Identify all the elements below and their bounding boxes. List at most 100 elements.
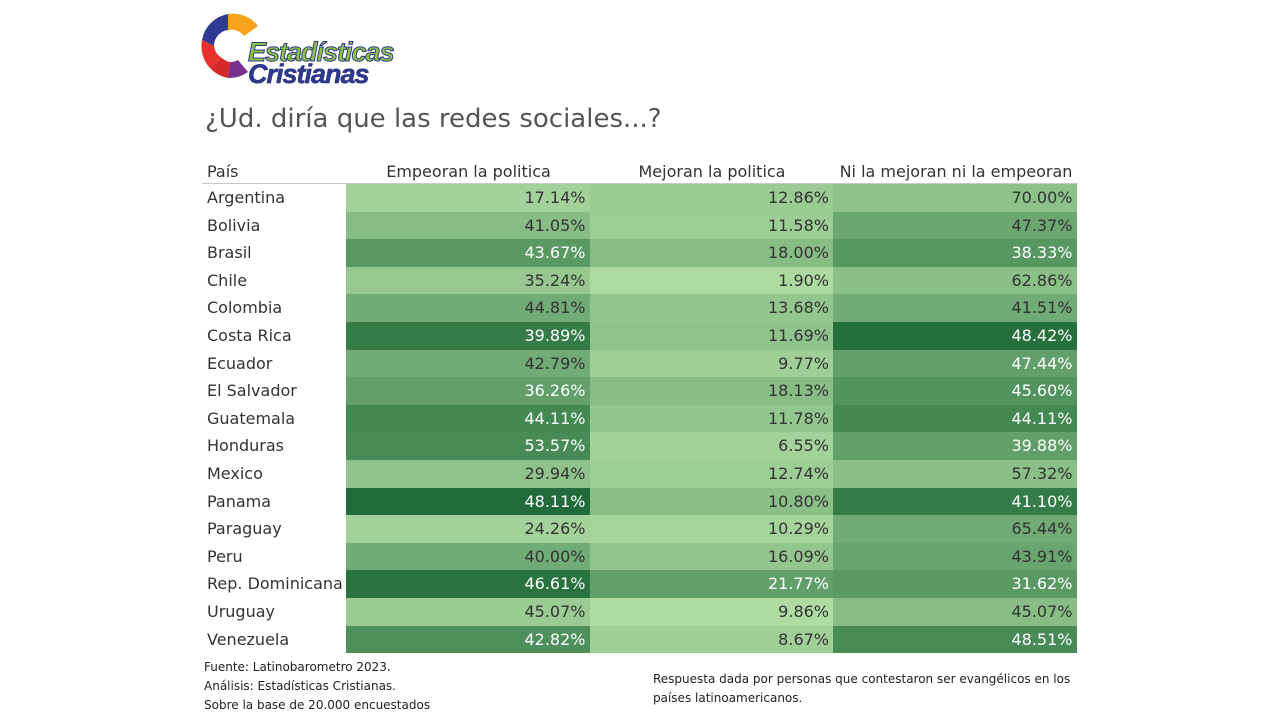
- value-cell: 44.11%: [833, 404, 1077, 433]
- heatmap-table: País Empeoran la politica Mejoran la pol…: [202, 158, 1078, 654]
- value-cell: 21.77%: [589, 570, 833, 598]
- value-cell: 45.60%: [833, 377, 1077, 405]
- footer-analysis: Análisis: Estadísticas Cristianas.: [204, 679, 396, 693]
- value-cell: 53.57%: [346, 432, 590, 460]
- value-cell: 9.77%: [589, 349, 833, 378]
- value-cell: 31.62%: [833, 570, 1077, 598]
- country-label: Colombia: [207, 298, 283, 318]
- table-row: Peru 40.00% 16.09% 43.91%: [202, 542, 1078, 571]
- table-row: Rep. Dominicana 46.61% 21.77% 31.62%: [202, 570, 1078, 598]
- value-cell: 13.68%: [589, 294, 833, 322]
- value-cell: 42.82%: [346, 625, 590, 654]
- value-cell: 11.78%: [589, 404, 833, 433]
- value-cell: 44.11%: [346, 404, 590, 433]
- table-row: Costa Rica 39.89% 11.69% 48.42%: [202, 321, 1078, 350]
- column-header-improve: Mejoran la politica: [638, 162, 786, 181]
- logo-ring-icon: [201, 13, 258, 79]
- value-cell: 18.00%: [589, 239, 833, 267]
- value-cell: 41.05%: [346, 211, 590, 240]
- chart-title: ¿Ud. diría que las redes sociales...?: [205, 104, 662, 134]
- table-row: El Salvador 36.26% 18.13% 45.60%: [202, 377, 1078, 405]
- country-label: Guatemala: [207, 408, 296, 428]
- value-cell: 57.32%: [833, 459, 1077, 488]
- value-cell: 62.86%: [833, 266, 1077, 295]
- value-cell: 47.37%: [833, 211, 1077, 240]
- table-row: Honduras 53.57% 6.55% 39.88%: [202, 432, 1078, 460]
- value-cell: 11.58%: [589, 211, 833, 240]
- country-label: Brasil: [207, 243, 252, 263]
- country-label: Ecuador: [207, 353, 273, 373]
- column-header-worsen: Empeoran la politica: [386, 162, 551, 181]
- logo: Estadísticas Cristianas: [198, 8, 438, 88]
- value-cell: 48.11%: [346, 487, 590, 516]
- logo-text-line2: Cristianas: [248, 59, 370, 89]
- value-cell: 10.29%: [589, 515, 833, 543]
- value-cell: 39.88%: [833, 432, 1077, 460]
- country-label: Peru: [207, 546, 243, 566]
- value-cell: 35.24%: [346, 266, 590, 295]
- country-label: Costa Rica: [207, 325, 292, 345]
- value-cell: 29.94%: [346, 459, 590, 488]
- table-row: Guatemala 44.11% 11.78% 44.11%: [202, 404, 1078, 433]
- table-row: Panama 48.11% 10.80% 41.10%: [202, 487, 1078, 516]
- value-cell: 43.67%: [346, 239, 590, 267]
- table-row: Argentina 17.14% 12.86% 70.00%: [202, 184, 1078, 212]
- country-label: Paraguay: [207, 519, 282, 539]
- value-cell: 24.26%: [346, 515, 590, 543]
- table-row: Ecuador 42.79% 9.77% 47.44%: [202, 349, 1078, 378]
- table-row: Chile 35.24% 1.90% 62.86%: [202, 266, 1078, 295]
- country-label: Argentina: [207, 188, 286, 207]
- value-cell: 45.07%: [346, 597, 590, 626]
- country-label: El Salvador: [207, 381, 297, 401]
- value-cell: 38.33%: [833, 239, 1077, 267]
- country-label: Uruguay: [207, 601, 275, 621]
- value-cell: 10.80%: [589, 487, 833, 516]
- column-header-neither: Ni la mejoran ni la empeoran: [839, 162, 1073, 181]
- table-row: Colombia 44.81% 13.68% 41.51%: [202, 294, 1078, 322]
- value-cell: 42.79%: [346, 349, 590, 378]
- table-row: Brasil 43.67% 18.00% 38.33%: [202, 239, 1078, 267]
- value-cell: 18.13%: [589, 377, 833, 405]
- value-cell: 45.07%: [833, 597, 1077, 626]
- value-cell: 8.67%: [589, 625, 833, 654]
- table-header: País Empeoran la politica Mejoran la pol…: [202, 158, 1078, 184]
- footer-base: Sobre la base de 20.000 encuestados: [204, 698, 431, 712]
- value-cell: 11.69%: [589, 321, 833, 350]
- value-cell: 36.26%: [346, 377, 590, 405]
- table-row: Paraguay 24.26% 10.29% 65.44%: [202, 515, 1078, 543]
- value-cell: 47.44%: [833, 349, 1077, 378]
- country-label: Mexico: [207, 463, 263, 483]
- value-cell: 43.91%: [833, 542, 1077, 571]
- logo-text-line1: Estadísticas: [248, 37, 396, 67]
- value-cell: 1.90%: [589, 266, 833, 295]
- value-cell: 41.51%: [833, 294, 1077, 322]
- column-header-country: País: [207, 162, 239, 181]
- country-label: Panama: [207, 491, 272, 511]
- value-cell: 46.61%: [346, 570, 590, 598]
- table-body: Argentina 17.14% 12.86% 70.00% Bolivia 41.05%…: [202, 184, 1078, 654]
- value-cell: 48.42%: [833, 321, 1077, 350]
- value-cell: 16.09%: [589, 542, 833, 571]
- table-row: Venezuela 42.82% 8.67% 48.51%: [202, 625, 1078, 654]
- footer-sources: Fuente: Latinobarometro 2023. Análisis: …: [204, 658, 430, 715]
- value-cell: 12.74%: [589, 459, 833, 488]
- value-cell: 17.14%: [346, 184, 590, 212]
- value-cell: 9.86%: [589, 597, 833, 626]
- value-cell: 44.81%: [346, 294, 590, 322]
- value-cell: 6.55%: [589, 432, 833, 460]
- value-cell: 70.00%: [833, 184, 1077, 212]
- country-label: Honduras: [207, 436, 284, 456]
- value-cell: 48.51%: [833, 625, 1077, 654]
- country-label: Bolivia: [207, 215, 261, 235]
- value-cell: 39.89%: [346, 321, 590, 350]
- table-row: Uruguay 45.07% 9.86% 45.07%: [202, 597, 1078, 626]
- value-cell: 12.86%: [589, 184, 833, 212]
- value-cell: 65.44%: [833, 515, 1077, 543]
- footer-note: Respuesta dada por personas que contesta…: [653, 672, 1071, 705]
- value-cell: 41.10%: [833, 487, 1077, 516]
- table-row: Bolivia 41.05% 11.58% 47.37%: [202, 211, 1078, 240]
- country-label: Venezuela: [207, 629, 290, 649]
- table-row: Mexico 29.94% 12.74% 57.32%: [202, 459, 1078, 488]
- country-label: Rep. Dominicana: [207, 574, 343, 594]
- country-label: Chile: [207, 270, 248, 290]
